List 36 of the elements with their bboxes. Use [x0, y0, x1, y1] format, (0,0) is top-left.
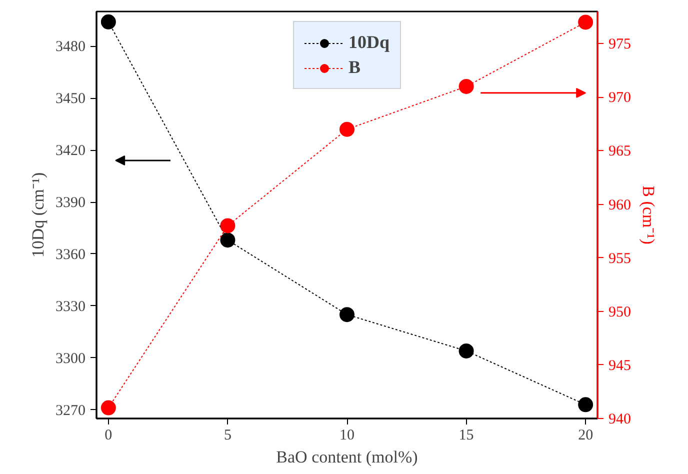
y2-tick-label: 950: [608, 304, 631, 320]
point: [220, 218, 236, 234]
x-tick-label: 0: [104, 428, 112, 444]
y-tick-label: 3330: [56, 298, 86, 315]
point: [340, 122, 354, 137]
x-tick-label: 5: [224, 428, 232, 444]
y2-tick-label: 955: [608, 250, 631, 267]
point: [100, 400, 116, 416]
y2-tick-label: 965: [608, 144, 631, 160]
y-tick-label: 3480: [56, 39, 86, 56]
legend-label: 10Dq: [348, 32, 390, 53]
y2-tick-label: 960: [608, 197, 631, 214]
point: [340, 307, 354, 322]
legend-label: B: [348, 57, 362, 78]
point: [458, 78, 474, 94]
y2-tick-label: 940: [608, 412, 631, 428]
y-axis-title: 10Dq (cm⁻¹): [28, 172, 48, 258]
y-tick-label: 3270: [56, 402, 86, 419]
point: [458, 343, 474, 358]
x-axis-title: BaO content (mol%): [276, 448, 418, 466]
point: [100, 14, 116, 30]
y-tick-label: 3360: [56, 246, 86, 263]
x-tick-label: 10: [340, 428, 354, 444]
y2-axis-title: B (cm⁻¹): [639, 186, 658, 244]
y-tick-label: 3300: [56, 350, 86, 367]
y2-tick-label: 970: [608, 90, 631, 106]
y-tick-label: 3420: [56, 143, 86, 160]
y-tick-label: 3450: [56, 91, 86, 108]
y2-tick-label: 945: [608, 358, 631, 374]
point: [220, 232, 236, 248]
point: [578, 397, 594, 412]
y2-tick-label: 975: [608, 36, 631, 53]
x-tick-label: 20: [578, 428, 594, 444]
x-tick-label: 15: [458, 428, 474, 444]
y-tick-label: 3390: [56, 195, 86, 212]
point: [578, 14, 594, 30]
